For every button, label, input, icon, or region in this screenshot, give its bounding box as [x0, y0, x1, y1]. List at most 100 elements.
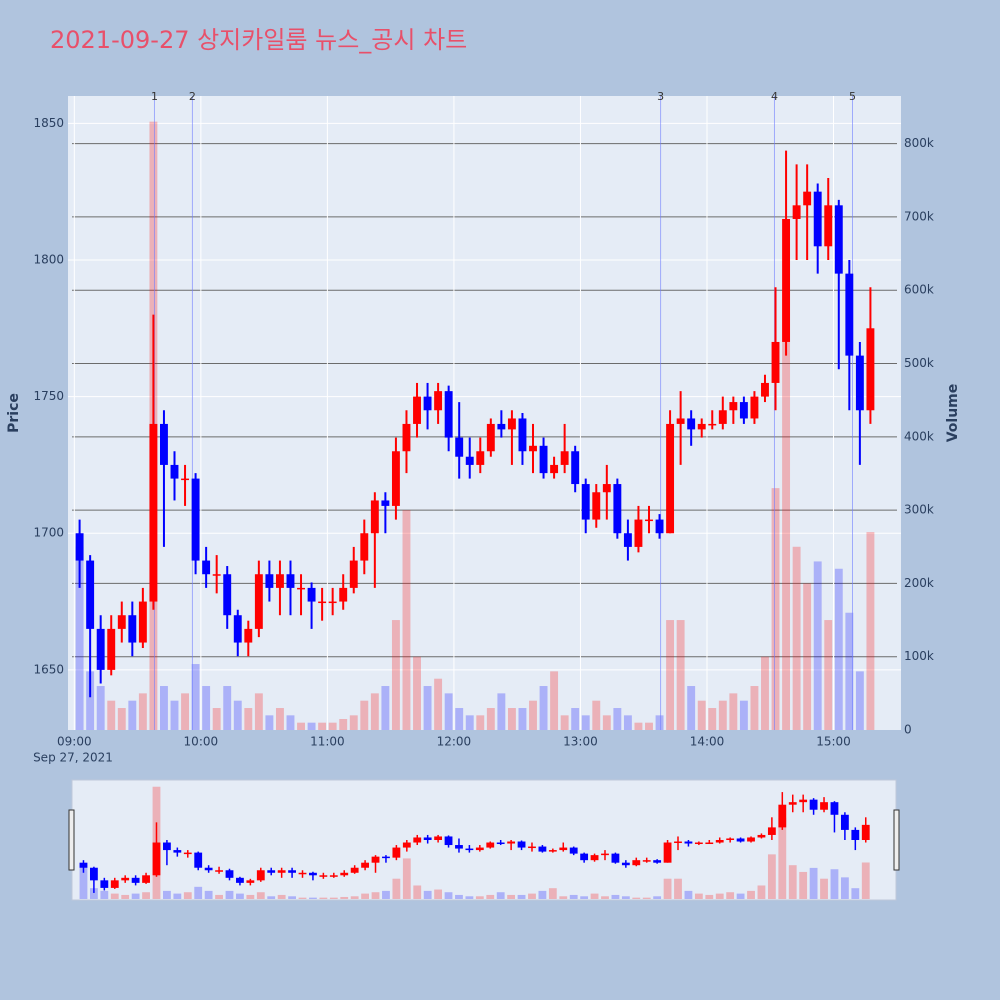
slider-volume-bar [496, 892, 505, 899]
slider-volume-bar [548, 888, 557, 899]
candle-body [191, 478, 200, 561]
volume-bar [297, 722, 305, 730]
volume-bar [233, 700, 242, 730]
volume-bar [170, 700, 179, 730]
y-tick-label: 1800 [33, 252, 64, 266]
volume-bar [855, 671, 864, 730]
volume-bar [391, 620, 400, 730]
slider-handle[interactable] [893, 809, 900, 871]
volume-bar [834, 568, 843, 730]
volume-bar [613, 708, 622, 730]
slider-volume-bar [580, 896, 589, 899]
candle-body [444, 391, 453, 438]
slider-volume-bar [757, 885, 766, 899]
slider-volume-bar [246, 894, 255, 899]
volume-bar [455, 708, 464, 730]
slider-candle-body [131, 877, 140, 883]
candle-body [697, 423, 706, 430]
chart-title: 2021-09-27 상지카일룸 뉴스_공시 차트 [50, 26, 467, 54]
slider-volume-bar [715, 893, 724, 899]
volume-bar [866, 532, 875, 730]
y-tick-label: 1650 [33, 662, 64, 676]
volume-bar [655, 715, 664, 730]
news-label: 5 [849, 90, 856, 103]
candle-body [233, 615, 242, 643]
y2-tick-label: 800k [904, 136, 934, 150]
slider-candle-body [340, 872, 349, 876]
candle-body [159, 423, 168, 465]
slider-volume-bar [256, 892, 265, 899]
slider-candle-body [382, 856, 390, 859]
slider-volume-bar [475, 896, 484, 899]
candle-body [265, 574, 274, 588]
candle-body [834, 205, 843, 274]
volume-bar [275, 708, 284, 730]
candle-body [824, 205, 833, 247]
slider-candle-body [486, 842, 495, 848]
x-tick-label: 12:00 [437, 735, 472, 749]
y2-tick-label: 300k [904, 503, 934, 517]
slider-volume-bar [392, 878, 401, 899]
volume-bar [159, 686, 168, 730]
volume-bar [413, 656, 421, 730]
slider-volume-bar [747, 890, 755, 899]
x-tick-label: 15:00 [816, 735, 851, 749]
volume-bar [96, 686, 105, 730]
slider-volume-bar [861, 862, 870, 899]
volume-bar [782, 290, 791, 730]
volume-bar [729, 693, 738, 730]
candle-body [687, 418, 696, 430]
volume-bar [571, 708, 580, 730]
slider-volume-bar [674, 878, 682, 899]
slider-volume-bar [632, 897, 641, 899]
slider-volume-bar [423, 890, 432, 899]
slider-volume-bar [163, 890, 171, 899]
y2-axis-title: Volume [945, 384, 961, 443]
slider-volume-bar [350, 896, 359, 899]
volume-bar [117, 708, 126, 730]
slider-volume-bar [705, 894, 714, 899]
slider-candle-body [632, 860, 641, 866]
slider-candle-body [705, 842, 714, 845]
y-tick-label: 1850 [33, 116, 64, 130]
candle-body [455, 437, 464, 457]
y2-tick-label: 500k [904, 356, 934, 370]
slider-volume-bar [236, 893, 244, 899]
candle-body [107, 628, 116, 670]
y-axis-title: Price [6, 393, 22, 433]
slider-volume-bar [444, 892, 453, 899]
volume-bar [423, 686, 432, 730]
slider-volume-bar [590, 893, 599, 899]
slider-volume-bar [601, 896, 609, 899]
y-tick-label: 1750 [33, 389, 64, 403]
slider-candle-body [715, 839, 724, 843]
slider-volume-bar [809, 867, 818, 899]
y2-tick-label: 100k [904, 649, 934, 663]
slider-volume-bar [225, 890, 234, 899]
slider-candle-body [840, 814, 849, 830]
candle-body [318, 601, 327, 604]
candle-body [297, 587, 305, 590]
candle-body [571, 451, 580, 485]
slider-volume-bar [788, 865, 797, 899]
candle-body [381, 500, 390, 506]
slider-candle-body [580, 853, 589, 861]
candle-body [613, 484, 622, 534]
volume-bar [803, 583, 812, 730]
volume-bar [687, 686, 696, 730]
slider-volume-bar [642, 897, 651, 899]
slider-candle-body [89, 867, 98, 881]
y2-tick-label: 400k [904, 429, 934, 443]
slider-candle-body [288, 870, 296, 873]
candle-body [349, 560, 358, 588]
volume-bar [676, 620, 685, 730]
slider-candle-body [152, 842, 161, 876]
slider-candle-body [517, 841, 526, 848]
candle-body [413, 396, 421, 424]
volume-bar [444, 693, 453, 730]
slider-volume-bar [340, 896, 349, 899]
candle-body [86, 560, 95, 629]
slider-handle[interactable] [68, 809, 75, 871]
news-label: 2 [189, 90, 196, 103]
slider-volume-bar [799, 871, 808, 899]
